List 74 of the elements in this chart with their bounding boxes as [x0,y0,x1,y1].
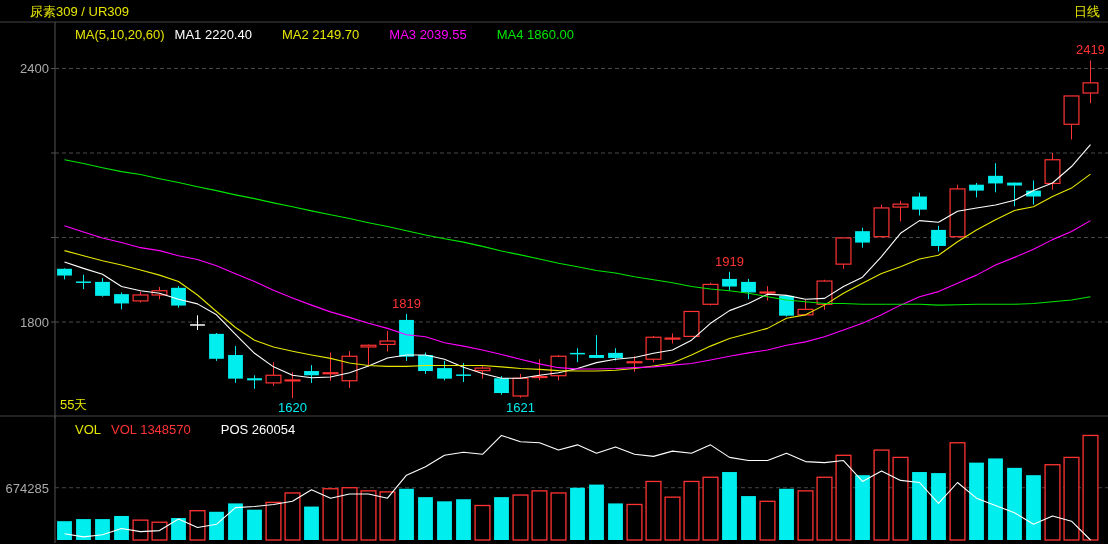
annotation: 2419 [1076,42,1105,58]
bar [931,473,946,540]
bar [171,518,186,540]
text: MA4 1860.00 [496,27,574,42]
bar [645,480,662,541]
bar [608,503,623,540]
legend-title: MA(5,10,20,60) [75,27,165,42]
bar [95,519,110,540]
text: MA2 2149.70 [281,27,360,42]
bar [151,521,168,541]
bar [512,494,529,541]
bar [1026,475,1041,540]
bar [873,449,890,541]
bar [570,487,585,540]
bar [683,480,700,541]
bar [855,475,870,540]
bar [589,484,604,540]
bar [1044,464,1061,541]
text: 日线 [1074,4,1100,19]
annotation: 1621 [506,399,535,415]
bar [209,511,224,540]
bar [360,490,377,541]
text: MA1 2220.40 [174,27,252,42]
bar [189,510,206,541]
bar [494,497,509,540]
bar [626,503,643,541]
bar [797,490,814,541]
y-tick-label: 2400 [20,61,49,77]
annotation: 1620 [278,400,307,416]
bar [322,488,339,541]
legend-title: VOL [75,422,102,437]
annotation: 55天 [60,397,88,412]
bar [474,504,491,541]
text: POS 260054 [220,422,296,437]
bar [379,491,396,541]
bar [1082,434,1099,541]
annotation: 1819 [392,296,421,311]
bar [132,519,149,541]
bar [1007,467,1022,540]
bar [456,499,471,540]
y-tick-label: 1800 [20,315,49,331]
bar [265,501,282,541]
bar [988,458,1003,540]
bar [437,501,452,540]
chart-title: 尿素309 / UR309 [30,4,129,19]
bar [779,488,794,540]
bar [114,515,129,540]
bar [284,492,301,541]
bar [531,490,548,541]
bar [816,476,833,541]
bar [741,496,756,540]
bar [550,492,567,541]
bar [247,509,262,540]
bar [1063,456,1080,541]
bar [969,462,984,540]
bar [228,503,243,540]
bar [418,497,433,540]
bar [702,476,719,541]
text: VOL 1348570 [111,422,191,437]
bar [949,442,966,541]
text: MA3 2039.55 [389,27,467,42]
bar [76,519,91,540]
annotation: 1919 [715,253,744,269]
bar [892,456,909,541]
bar [912,472,927,540]
bar [57,521,72,540]
text: 674285 [5,480,49,496]
bar [759,500,776,541]
bar [722,472,737,540]
bar [399,488,414,540]
bar [835,454,852,541]
bar [664,496,681,541]
bar [341,487,358,541]
bar [304,506,319,540]
